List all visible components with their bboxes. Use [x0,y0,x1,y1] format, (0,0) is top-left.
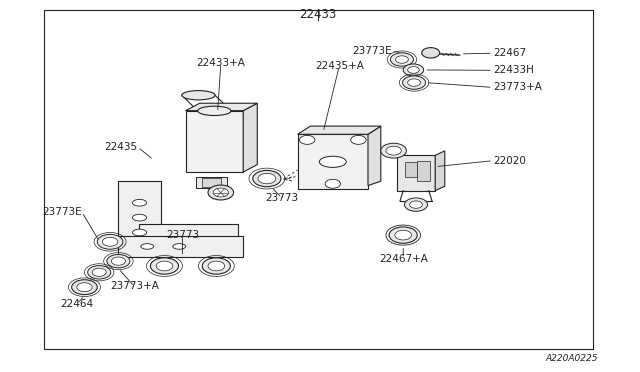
Polygon shape [435,151,445,190]
Circle shape [381,143,406,158]
Bar [118,182,161,250]
Circle shape [150,258,179,274]
Text: 23773+A: 23773+A [110,282,159,291]
Circle shape [77,283,92,292]
Bar [196,177,227,188]
Bar [417,161,430,181]
Circle shape [386,146,401,155]
Text: 23773E: 23773E [42,207,82,217]
Text: 22020: 22020 [493,156,525,166]
Ellipse shape [132,214,147,221]
Circle shape [408,79,420,86]
Circle shape [395,230,412,240]
Circle shape [351,135,366,144]
Circle shape [422,48,440,58]
Circle shape [396,56,408,63]
Circle shape [107,254,130,268]
Circle shape [410,201,422,208]
Text: 22435: 22435 [104,142,138,152]
Text: 23773: 23773 [265,193,298,203]
Bar [186,111,243,172]
Circle shape [213,188,228,197]
Text: 23773E: 23773E [352,46,392,56]
Bar [298,134,368,189]
Text: 22435+A: 22435+A [315,61,364,71]
Text: 22433+A: 22433+A [196,58,245,68]
Bar [202,179,221,187]
Circle shape [208,261,225,271]
Circle shape [403,76,426,89]
Polygon shape [243,103,257,172]
Ellipse shape [198,106,231,115]
Ellipse shape [173,244,186,249]
Bar [44,10,593,349]
Circle shape [208,185,234,200]
Bar [397,155,435,190]
Text: 22467: 22467 [493,48,526,58]
Ellipse shape [319,156,346,167]
Bar [118,236,243,257]
Bar [405,162,417,177]
Circle shape [111,257,125,265]
Ellipse shape [132,229,147,236]
Circle shape [325,179,340,188]
Text: 22433: 22433 [300,8,337,20]
Circle shape [72,280,97,295]
Polygon shape [298,126,381,134]
Circle shape [403,64,424,76]
Circle shape [258,173,276,184]
Circle shape [102,237,118,246]
Circle shape [92,268,106,276]
Polygon shape [368,126,381,186]
Circle shape [389,227,417,243]
Circle shape [408,67,419,73]
Circle shape [97,234,123,249]
Text: 22433H: 22433H [493,65,534,75]
Ellipse shape [182,91,215,100]
Circle shape [390,53,413,66]
Circle shape [253,170,281,187]
Text: 23773: 23773 [166,230,199,240]
Text: 22467+A: 22467+A [379,254,428,263]
Ellipse shape [132,199,147,206]
Polygon shape [186,103,257,111]
Text: 22464: 22464 [60,299,93,309]
Circle shape [300,135,315,144]
Circle shape [156,261,173,271]
Circle shape [404,198,428,211]
Bar [140,224,238,245]
Circle shape [202,258,230,274]
Circle shape [88,266,111,279]
Text: 23773+A: 23773+A [493,83,541,92]
Ellipse shape [141,244,154,249]
Text: A220A0225: A220A0225 [546,354,598,363]
